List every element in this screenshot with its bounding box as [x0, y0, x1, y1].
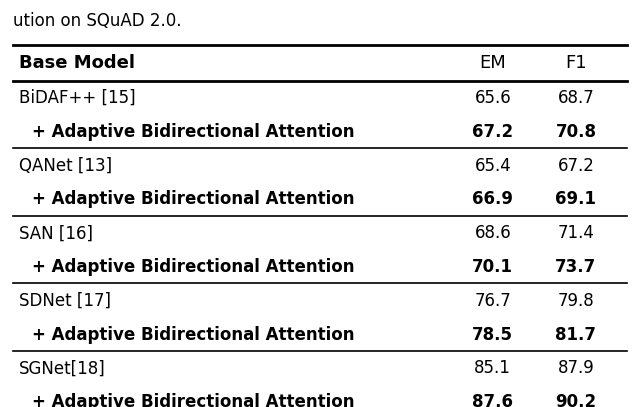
- Text: 70.8: 70.8: [556, 123, 596, 141]
- Text: + Adaptive Bidirectional Attention: + Adaptive Bidirectional Attention: [32, 326, 355, 344]
- Text: + Adaptive Bidirectional Attention: + Adaptive Bidirectional Attention: [32, 123, 355, 141]
- Text: 87.6: 87.6: [472, 393, 513, 407]
- Text: SAN [16]: SAN [16]: [19, 224, 93, 242]
- Text: 87.9: 87.9: [557, 359, 595, 377]
- Text: 66.9: 66.9: [472, 190, 513, 208]
- Text: 76.7: 76.7: [474, 292, 511, 310]
- Text: SGNet[18]: SGNet[18]: [19, 359, 106, 377]
- Text: + Adaptive Bidirectional Attention: + Adaptive Bidirectional Attention: [32, 393, 355, 407]
- Text: 90.2: 90.2: [556, 393, 596, 407]
- Text: ution on SQuAD 2.0.: ution on SQuAD 2.0.: [13, 12, 181, 30]
- Text: 70.1: 70.1: [472, 258, 513, 276]
- Text: EM: EM: [479, 55, 506, 72]
- Text: + Adaptive Bidirectional Attention: + Adaptive Bidirectional Attention: [32, 190, 355, 208]
- Text: 68.6: 68.6: [474, 224, 511, 242]
- Text: 68.7: 68.7: [557, 89, 595, 107]
- Text: BiDAF++ [15]: BiDAF++ [15]: [19, 89, 136, 107]
- Text: 85.1: 85.1: [474, 359, 511, 377]
- Text: 73.7: 73.7: [556, 258, 596, 276]
- Text: Base Model: Base Model: [19, 55, 135, 72]
- Text: + Adaptive Bidirectional Attention: + Adaptive Bidirectional Attention: [32, 258, 355, 276]
- Text: 78.5: 78.5: [472, 326, 513, 344]
- Text: 65.6: 65.6: [474, 89, 511, 107]
- Text: 67.2: 67.2: [472, 123, 513, 141]
- Text: 65.4: 65.4: [474, 157, 511, 175]
- Text: 81.7: 81.7: [556, 326, 596, 344]
- Text: 79.8: 79.8: [557, 292, 595, 310]
- Text: 69.1: 69.1: [556, 190, 596, 208]
- Text: QANet [13]: QANet [13]: [19, 157, 113, 175]
- Text: 67.2: 67.2: [557, 157, 595, 175]
- Text: F1: F1: [565, 55, 587, 72]
- Text: SDNet [17]: SDNet [17]: [19, 292, 111, 310]
- Text: 71.4: 71.4: [557, 224, 595, 242]
